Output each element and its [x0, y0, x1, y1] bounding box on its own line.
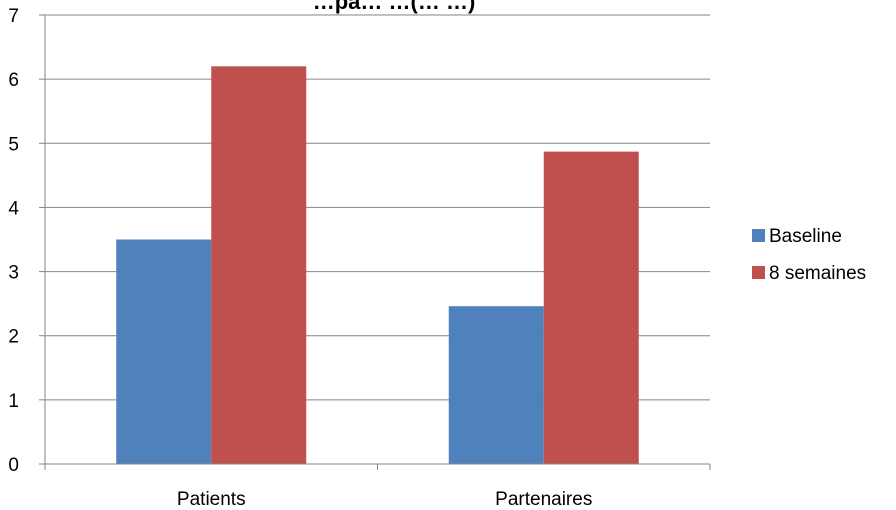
legend-label: Baseline — [769, 226, 842, 247]
category-labels: Patients Partenaires — [177, 489, 592, 510]
y-tick-label: 4 — [8, 198, 19, 219]
legend-swatch — [752, 266, 765, 279]
y-tick-label: 3 — [8, 263, 19, 284]
y-tick-labels: 0 1 2 3 4 5 6 7 — [8, 6, 19, 476]
y-tick-label: 7 — [8, 6, 19, 27]
y-tick-label: 5 — [8, 134, 19, 155]
bar-baseline-partenaires — [448, 306, 544, 464]
y-tick-label: 6 — [8, 70, 19, 91]
bars — [116, 66, 639, 465]
bar-baseline-patients — [116, 239, 212, 464]
chart-title: …pa… …(… …) — [313, 0, 476, 14]
bar-8-semaines-patients — [211, 66, 307, 465]
axes — [39, 14, 711, 470]
bar-8-semaines-partenaires — [543, 151, 639, 465]
legend-swatch — [752, 229, 765, 242]
y-tick-label: 2 — [8, 327, 19, 348]
category-label: Partenaires — [495, 489, 592, 510]
y-tick-label: 0 — [8, 455, 19, 476]
y-tick-label: 1 — [8, 391, 19, 412]
legend: Baseline 8 semaines — [752, 226, 866, 284]
chart-title-group: …pa… …(… …) — [313, 0, 476, 14]
category-label: Patients — [177, 489, 246, 510]
legend-label: 8 semaines — [769, 263, 866, 284]
